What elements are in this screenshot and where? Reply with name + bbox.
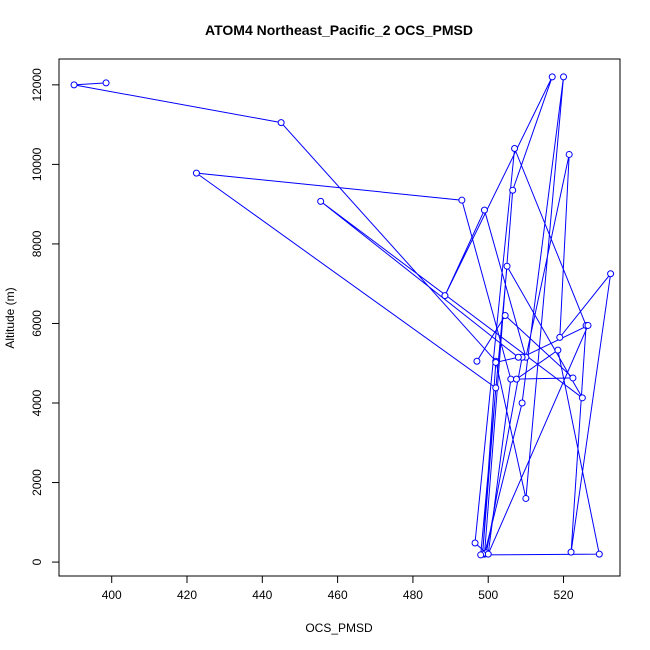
data-point [569, 374, 577, 382]
data-point [102, 79, 110, 87]
data-point [503, 262, 511, 270]
x-tick-label: 420 [177, 588, 197, 602]
data-point [501, 312, 509, 320]
data-point [509, 186, 517, 194]
data-point [607, 270, 615, 278]
data-point [514, 353, 522, 361]
x-tick-label: 460 [328, 588, 348, 602]
data-point [518, 399, 526, 407]
data-point [507, 375, 515, 383]
y-tick-label: 12000 [30, 68, 44, 102]
y-tick-label: 4000 [30, 389, 44, 416]
y-tick-label: 8000 [30, 230, 44, 257]
data-point [578, 394, 586, 402]
data-point [548, 73, 556, 81]
x-tick-label: 480 [403, 588, 423, 602]
data-point [595, 550, 603, 558]
data-point [492, 358, 500, 366]
x-tick-label: 440 [252, 588, 272, 602]
data-point [522, 494, 530, 502]
x-tick-label: 520 [554, 588, 574, 602]
data-point [277, 119, 285, 127]
data-point [192, 169, 200, 177]
data-point [473, 357, 481, 365]
data-point [70, 81, 78, 89]
data-point [480, 206, 488, 214]
x-axis-label: OCS_PMSD [305, 621, 373, 635]
y-tick-label: 10000 [30, 147, 44, 181]
data-point [565, 150, 573, 158]
x-tick-label: 500 [478, 588, 498, 602]
data-point [556, 333, 564, 341]
data-series [70, 73, 615, 559]
data-point [458, 196, 466, 204]
chart-title: ATOM4 Northeast_Pacific_2 OCS_PMSD [205, 22, 473, 38]
y-tick-label: 6000 [30, 310, 44, 337]
data-point [554, 346, 562, 354]
y-axis-label: Altitude (m) [3, 287, 17, 348]
data-point [512, 375, 520, 383]
data-point [567, 548, 575, 556]
data-point [560, 73, 568, 81]
data-point [471, 539, 479, 547]
y-tick-label: 2000 [30, 469, 44, 496]
y-tick-label: 0 [30, 558, 44, 565]
data-point [441, 292, 449, 300]
data-point [492, 384, 500, 392]
data-point [484, 550, 492, 558]
data-point [317, 197, 325, 205]
data-point [477, 551, 485, 559]
x-tick-label: 400 [102, 588, 122, 602]
x-axis: 400 420 440 460 480 500 520 [102, 575, 574, 602]
data-point [511, 144, 519, 152]
data-point [584, 321, 592, 329]
y-axis: 0 2000 4000 6000 8000 10000 12000 [30, 68, 60, 565]
